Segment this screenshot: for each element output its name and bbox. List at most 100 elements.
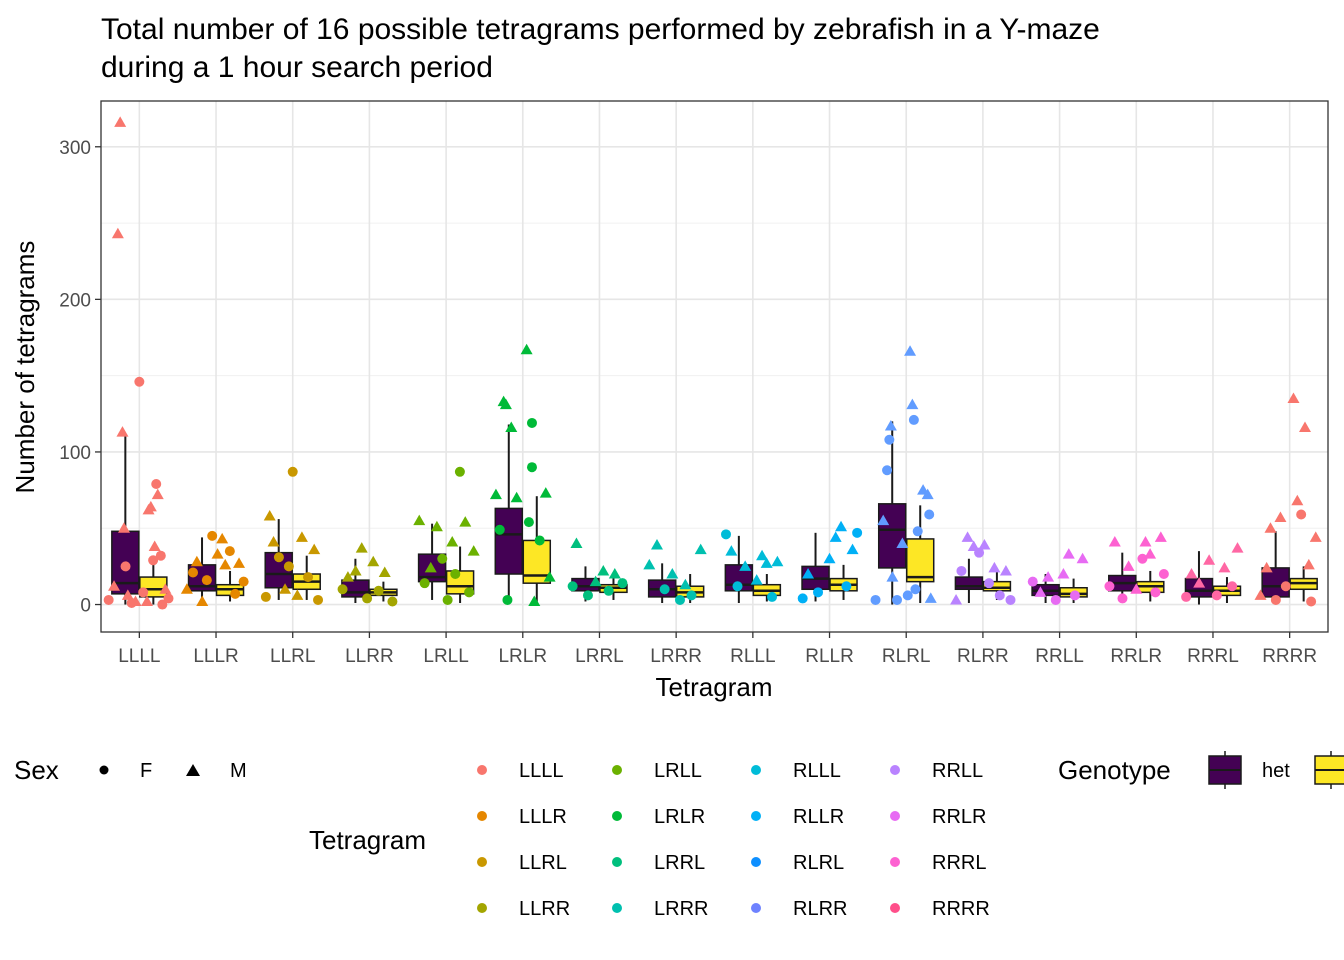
legend-genotype-title: Genotype	[1058, 755, 1171, 785]
point-male-LRLR	[489, 488, 502, 500]
point-female-LLRL	[287, 466, 298, 477]
boxplot-other-LRLR	[522, 496, 552, 604]
point-male-RRLL	[1076, 552, 1089, 564]
point-male-LLRR	[349, 564, 362, 576]
boxplot-het-RRRL	[1184, 551, 1214, 605]
data-points	[103, 116, 1322, 610]
point-female-LRLL	[454, 466, 465, 477]
point-female-RRLR	[1137, 553, 1148, 564]
point-female-RLRR	[1005, 594, 1016, 605]
legend-tetragram-label-RRLR: RRLR	[932, 806, 986, 828]
point-female-RRRL	[1181, 591, 1192, 602]
point-female-RRRR	[1306, 596, 1317, 607]
point-female-RRRL	[1211, 590, 1222, 601]
point-female-LRLR	[523, 517, 534, 528]
point-female-LLRL	[283, 561, 294, 572]
legend-tetragram-title: Tetragram	[309, 825, 426, 855]
point-female-RLRL	[884, 434, 895, 445]
point-male-RRLR	[1108, 535, 1121, 547]
point-female-RLRL	[902, 590, 913, 601]
point-female-RLRL	[892, 594, 903, 605]
point-female-RLRR	[956, 565, 967, 576]
point-female-RLLL	[732, 581, 743, 592]
point-female-RLRL	[882, 465, 893, 476]
point-male-LLLL	[141, 595, 154, 606]
boxplot-other-LLRR	[369, 581, 398, 602]
box	[877, 503, 907, 569]
x-tick-label: RLRR	[957, 646, 1009, 667]
boxplot-het-RLRL	[877, 421, 907, 605]
point-female-LLLL	[151, 478, 162, 489]
legend-tetragram-label-LRLR: LRLR	[654, 806, 705, 828]
point-female-LLRR	[373, 585, 384, 596]
point-male-LRRL	[570, 537, 583, 548]
point-female-RLLR	[841, 581, 852, 592]
point-female-RRLL	[1069, 590, 1080, 601]
point-male-LRLL	[459, 516, 472, 527]
panel-background	[101, 101, 1328, 632]
point-male-LLLR	[180, 583, 193, 594]
x-tick-label: RRRL	[1187, 646, 1239, 667]
point-female-RRLR	[1117, 593, 1128, 604]
point-male-RLLR	[835, 520, 848, 532]
point-male-LRRR	[694, 543, 707, 555]
point-female-LRLR	[526, 462, 537, 473]
legend-tetragram-label-RLRL: RLRL	[793, 852, 844, 874]
point-male-RRLR	[1139, 535, 1152, 547]
point-male-RRLR	[1144, 548, 1157, 559]
point-female-LLLL	[120, 561, 131, 572]
point-female-LRRL	[567, 581, 578, 592]
point-male-RLRR	[950, 593, 963, 605]
point-male-LLLL	[114, 116, 127, 127]
panel-border	[100, 100, 1329, 633]
legend-tetragram-key-LLRL	[477, 857, 487, 867]
point-male-LLRR	[367, 555, 380, 567]
legend-tetragram-key-LRRL	[612, 857, 622, 867]
legend-tetragram-label-LRLL: LRLL	[654, 760, 702, 782]
legend-tetragram-key-RRRR	[890, 903, 900, 913]
point-female-RLRR	[994, 590, 1005, 601]
legend-tetragram-key-RLLR	[751, 811, 761, 821]
point-male-RRLR	[1130, 583, 1143, 594]
point-male-RLRL	[877, 514, 890, 526]
point-male-RLRR	[988, 561, 1001, 573]
point-male-RLRR	[999, 564, 1012, 576]
x-tick-label: LRLL	[423, 646, 468, 667]
legend-tetragram: Tetragram LLLL LLLR LLRL LLRR LRLL LRLR LRRL LR…	[309, 760, 990, 920]
point-male-LRLL	[430, 520, 443, 532]
x-tick-label: RRRR	[1262, 646, 1317, 667]
point-female-LLLL	[103, 594, 114, 605]
point-female-LRLR	[526, 417, 537, 428]
point-female-LLLL	[134, 376, 145, 387]
point-male-LRRL	[589, 575, 602, 587]
y-tick-label: 300	[59, 138, 91, 159]
point-male-LLRL	[291, 589, 304, 600]
point-female-RLRL	[910, 584, 921, 595]
x-tick-label: LRRR	[650, 646, 702, 667]
point-female-RLRL	[870, 594, 881, 605]
point-male-RRRL	[1203, 554, 1216, 565]
point-female-LLLL	[138, 587, 149, 598]
y-tick-label: 200	[59, 290, 91, 311]
point-male-RRLL	[1057, 568, 1070, 579]
point-male-RRLL	[1042, 571, 1055, 582]
point-male-RLLL	[760, 557, 773, 568]
point-male-RLRR	[978, 539, 991, 550]
box	[982, 580, 1012, 592]
legend-tetragram-key-LRRR	[612, 903, 622, 913]
point-female-RRRR	[1296, 509, 1307, 520]
point-female-RLRR	[984, 578, 995, 589]
point-male-LRLR	[528, 595, 541, 606]
point-female-RLLL	[721, 529, 732, 540]
point-male-RRRL	[1231, 542, 1244, 553]
point-female-LRLL	[419, 578, 430, 589]
point-female-RRLR	[1158, 569, 1169, 580]
point-female-LLLR	[188, 567, 199, 578]
legend-tetragram-key-RLLL	[751, 765, 761, 775]
point-male-LLLL	[148, 540, 161, 552]
x-tick-label: RRLR	[1110, 646, 1162, 667]
legend-sex-title: Sex	[14, 755, 59, 785]
point-male-LRLL	[424, 561, 437, 573]
point-female-LLLR	[230, 588, 241, 599]
point-male-RRRL	[1218, 561, 1231, 573]
